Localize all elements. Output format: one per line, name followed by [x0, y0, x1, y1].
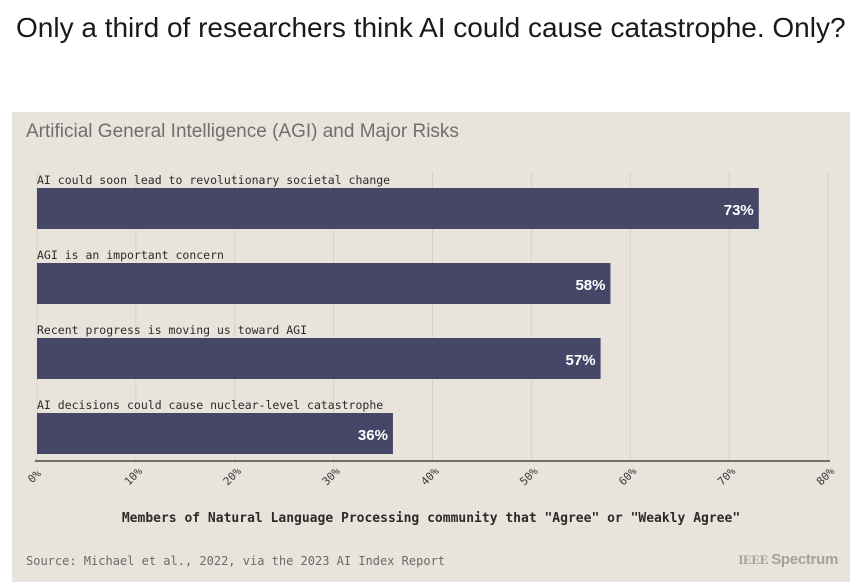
bar-value-label: 36% — [358, 427, 388, 444]
source-note: Source: Michael et al., 2022, via the 20… — [26, 554, 446, 568]
category-label: AGI is an important concern — [37, 248, 224, 262]
ieee-spectrum-logo: IEEE Spectrum — [738, 551, 838, 568]
bar-value-label: 73% — [724, 202, 754, 219]
x-tick-label: 20% — [221, 465, 245, 489]
bar-chart: AI could soon lead to revolutionary soci… — [25, 172, 838, 526]
bar — [37, 263, 611, 304]
x-tick-label: 50% — [517, 465, 541, 489]
x-tick-label: 40% — [418, 465, 442, 489]
x-tick-label: 70% — [715, 465, 739, 489]
category-label: AI could soon lead to revolutionary soci… — [37, 173, 390, 187]
x-axis-title: Members of Natural Language Processing c… — [122, 511, 740, 526]
bar — [37, 188, 759, 229]
chart-title: Artificial General Intelligence (AGI) an… — [26, 121, 459, 142]
bar-value-label: 57% — [566, 352, 596, 369]
category-label: Recent progress is moving us toward AGI — [37, 323, 307, 337]
category-label: AI decisions could cause nuclear-level c… — [37, 398, 383, 412]
logo-spectrum: Spectrum — [771, 551, 838, 568]
x-tick-label: 30% — [320, 465, 344, 489]
x-tick-label: 10% — [122, 465, 146, 489]
x-tick-label: 60% — [616, 465, 640, 489]
logo-ieee: IEEE — [738, 552, 769, 567]
x-tick-label: 0% — [25, 467, 44, 486]
bar — [37, 338, 601, 379]
headline: Only a third of researchers think AI cou… — [16, 12, 846, 43]
chart-panel: Artificial General Intelligence (AGI) an… — [12, 112, 850, 582]
bar — [37, 413, 393, 454]
x-tick-label: 80% — [814, 465, 838, 489]
bar-value-label: 58% — [575, 277, 605, 294]
